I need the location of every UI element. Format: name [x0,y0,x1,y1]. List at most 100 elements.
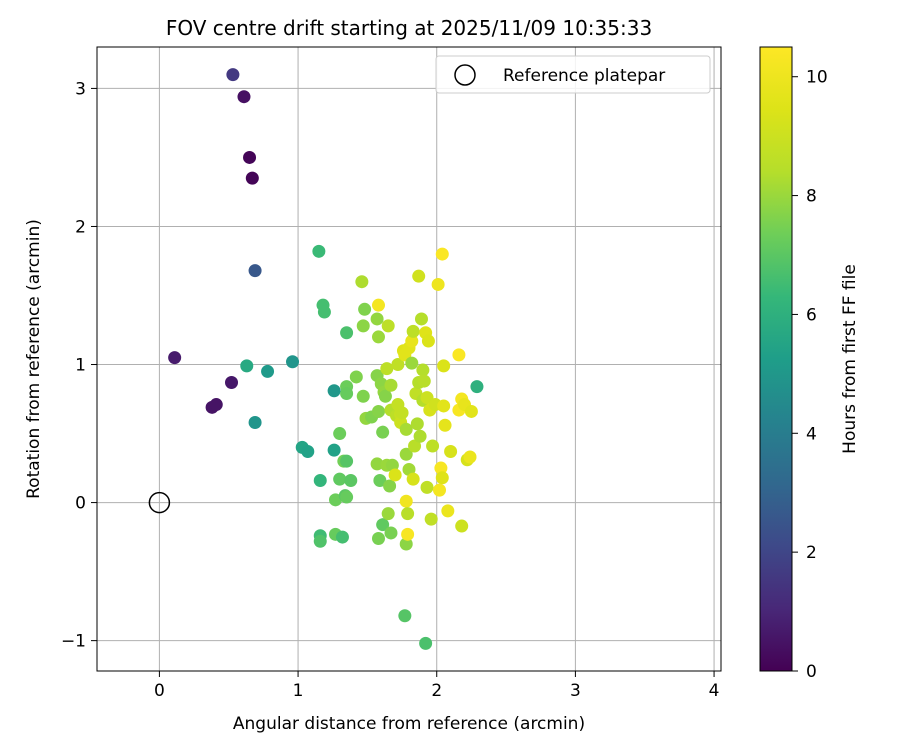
data-point [373,473,387,487]
data-point [248,264,262,278]
data-point [384,378,398,392]
data-point [426,439,440,453]
data-point [405,356,419,370]
colorbar: 0 2 4 6 8 10 Hours from first FF file [759,46,860,682]
data-point [391,358,405,372]
data-point [356,389,370,403]
data-point [383,479,397,493]
data-point [261,364,275,378]
data-point [371,330,385,344]
data-point [356,319,370,333]
legend-entry-label: Reference platepar [503,66,665,86]
data-point [376,425,390,439]
x-tick-label: 1 [293,681,304,701]
data-point [340,387,354,401]
data-point [399,422,413,436]
colorbar-tick-label: 0 [806,662,817,682]
data-point [408,439,422,453]
data-point [420,480,434,494]
data-point [381,319,395,333]
data-point [243,150,257,164]
x-tick-label: 2 [431,681,442,701]
data-point [355,275,369,289]
data-point [313,473,327,487]
data-point [286,355,300,369]
data-point [245,171,259,185]
y-tick-label: 0 [75,494,86,514]
data-point [413,429,427,443]
data-point [340,326,354,340]
data-point [444,444,458,458]
data-point [384,526,398,540]
data-point [438,418,452,432]
data-point [399,537,413,551]
data-point [344,473,358,487]
x-axis-label: Angular distance from reference (arcmin) [233,714,585,734]
colorbar-label: Hours from first FF file [840,264,860,454]
data-point [340,454,354,468]
colorbar-tick-label: 2 [806,543,817,563]
data-point [399,447,413,461]
y-tick-label: 1 [75,356,86,376]
data-point [388,468,402,482]
data-point [412,269,426,283]
legend-reference-marker [454,64,476,86]
colorbar-tick-label: 8 [806,187,817,207]
data-point [371,298,385,312]
data-point [349,370,363,384]
data-point [452,348,466,362]
data-point [435,471,449,485]
data-point [395,406,409,420]
data-point [225,375,239,389]
data-point [421,334,435,348]
y-tick-label: 3 [75,79,86,99]
data-point [405,334,419,348]
data-point [434,461,448,475]
data-point [399,494,413,508]
data-point [470,380,484,394]
data-point [312,244,326,258]
data-point [313,534,327,548]
x-tick-label: 3 [570,681,581,701]
data-point [209,398,223,412]
data-points [168,68,484,650]
data-point [370,457,384,471]
data-point [371,531,385,545]
data-point [378,389,392,403]
axes-frame [96,46,722,672]
data-point [419,636,433,650]
x-tick-label: 4 [709,681,720,701]
data-point [435,247,449,261]
data-point [463,450,477,464]
data-point [340,490,354,504]
data-point [424,512,438,526]
data-point [410,417,424,431]
y-axis-label: Rotation from reference (arcmin) [24,219,44,499]
y-tick-label: 2 [75,217,86,237]
data-point [240,359,254,373]
chart-title: FOV centre drift starting at 2025/11/09 … [166,16,652,40]
y-tick-label: −1 [61,632,86,652]
data-point [327,384,341,398]
data-point [317,305,331,319]
legend-box [435,55,711,94]
data-point [398,609,412,623]
data-point [237,90,251,104]
x-axis-ticks: 0 1 2 3 4 [154,671,719,701]
data-point [417,374,431,388]
data-point [464,404,478,418]
data-point [333,472,347,486]
data-point [406,324,420,338]
colorbar-gradient [759,46,793,672]
reference-point [148,491,171,514]
data-point [441,504,455,518]
data-point [327,443,341,457]
data-point [226,68,240,82]
legend: Reference platepar [435,55,711,94]
reference-marker [148,491,171,514]
colorbar-tick-label: 6 [806,305,817,325]
data-point [335,530,349,544]
colorbar-ticks: 0 2 4 6 8 10 [792,68,828,682]
data-point [437,359,451,373]
